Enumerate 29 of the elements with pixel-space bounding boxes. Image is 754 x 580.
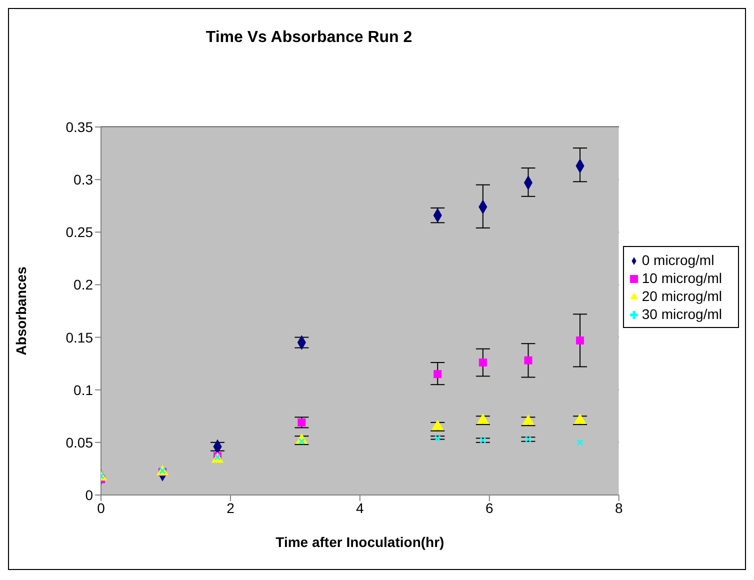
- legend-label: 30 microg/ml: [642, 306, 722, 322]
- point: [434, 370, 442, 378]
- chart-title: Time Vs Absorbance Run 2: [204, 29, 414, 47]
- point: [434, 434, 441, 442]
- point: [576, 439, 584, 446]
- point: [524, 436, 532, 443]
- x-tick-label: 6: [485, 500, 494, 516]
- legend-label: 10 microg/ml: [642, 270, 722, 286]
- point: [298, 418, 306, 426]
- y-tick-label: 0: [85, 486, 94, 503]
- x-tick-label: 2: [226, 500, 235, 516]
- point: [478, 358, 487, 367]
- legend-label: 20 microg/ml: [642, 288, 722, 304]
- x-axis-title: Time after Inoculation(hr): [276, 534, 444, 550]
- y-tick-label: 0.05: [66, 434, 94, 450]
- y-tick-label: 0.25: [66, 224, 94, 240]
- y-tick-label: 0.15: [66, 329, 94, 346]
- point: [576, 336, 584, 344]
- y-tick-label: 0.35: [66, 118, 94, 135]
- y-tick-label: 0.3: [74, 172, 94, 188]
- y-tick-label: 0.1: [74, 382, 94, 398]
- x-tick-label: 0: [97, 500, 106, 516]
- y-axis-title: Absorbances: [12, 266, 29, 356]
- point: [480, 437, 486, 444]
- point: [524, 356, 532, 364]
- x-tick-label: 8: [614, 500, 623, 516]
- legend-label: 0 microg/ml: [642, 252, 714, 268]
- y-tick-label: 0.2: [74, 276, 94, 293]
- x-tick-label: 4: [356, 500, 364, 516]
